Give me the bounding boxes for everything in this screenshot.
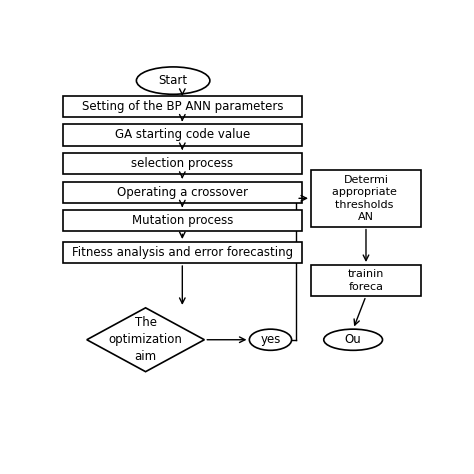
FancyBboxPatch shape bbox=[311, 170, 421, 227]
FancyBboxPatch shape bbox=[63, 96, 301, 117]
Ellipse shape bbox=[324, 329, 383, 350]
Text: Determi
appropriate 
thresholds 
AN: Determi appropriate thresholds AN bbox=[332, 175, 400, 222]
Polygon shape bbox=[87, 308, 204, 372]
Text: GA starting code value: GA starting code value bbox=[115, 128, 250, 141]
Ellipse shape bbox=[137, 67, 210, 94]
Text: selection process: selection process bbox=[131, 157, 233, 170]
Text: Setting of the BP ANN parameters: Setting of the BP ANN parameters bbox=[82, 100, 283, 113]
FancyBboxPatch shape bbox=[63, 153, 301, 174]
FancyBboxPatch shape bbox=[63, 182, 301, 203]
Text: yes: yes bbox=[260, 333, 281, 346]
Text: Operating a crossover: Operating a crossover bbox=[117, 186, 248, 199]
FancyBboxPatch shape bbox=[63, 124, 301, 146]
Ellipse shape bbox=[249, 329, 292, 350]
Text: Fitness analysis and error forecasting: Fitness analysis and error forecasting bbox=[72, 246, 293, 259]
FancyBboxPatch shape bbox=[63, 242, 301, 263]
FancyBboxPatch shape bbox=[63, 210, 301, 231]
Text: trainin
foreca: trainin foreca bbox=[348, 269, 384, 292]
Text: Mutation process: Mutation process bbox=[132, 214, 233, 227]
Text: Start: Start bbox=[159, 74, 188, 87]
FancyBboxPatch shape bbox=[311, 265, 421, 296]
Text: Ou: Ou bbox=[345, 333, 362, 346]
Text: The
optimization
aim: The optimization aim bbox=[109, 316, 182, 363]
